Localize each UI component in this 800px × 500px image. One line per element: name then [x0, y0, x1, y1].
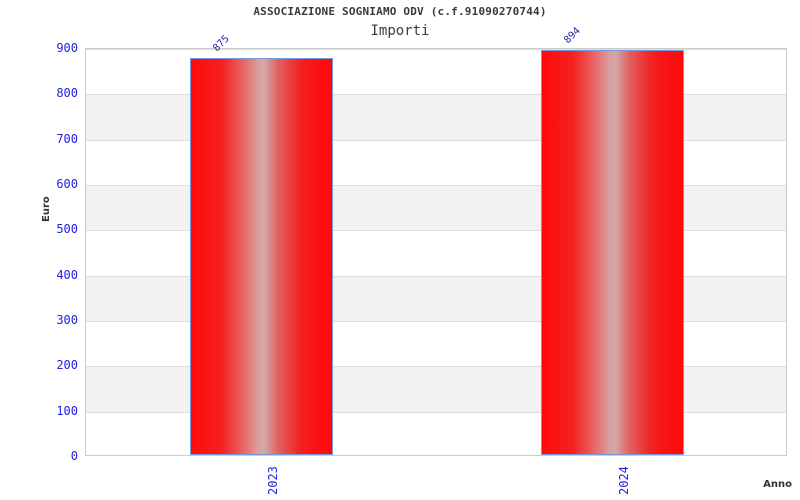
- y-tick-label-400: 400: [56, 267, 78, 282]
- gridline: [86, 275, 786, 277]
- y-tick-label-700: 700: [56, 131, 78, 146]
- gridline: [86, 139, 786, 141]
- y-tick-label-0: 0: [70, 449, 78, 463]
- gridline: [86, 185, 786, 186]
- y-tick-label-100: 100: [56, 403, 78, 418]
- gridline: [86, 94, 786, 96]
- bar-2023[interactable]: [190, 58, 333, 455]
- y-tick-label-300: 300: [56, 313, 78, 327]
- x-tick-label-2024: 2024: [616, 466, 631, 495]
- x-axis-title: Anno: [763, 479, 792, 490]
- chart-subtitle: Importi: [370, 23, 430, 39]
- y-tick-label-900: 900: [56, 41, 78, 55]
- x-tick-label-2023: 2023: [265, 466, 280, 495]
- gridline: [86, 230, 786, 232]
- bar-2024[interactable]: [541, 49, 684, 455]
- plot-area: [85, 48, 787, 456]
- gridline: [86, 411, 786, 413]
- y-tick-label-500: 500: [56, 222, 78, 237]
- y-tick-label-600: 600: [56, 177, 78, 191]
- gridline: [86, 321, 786, 322]
- y-axis-title: Euro: [41, 196, 52, 222]
- gridline: [86, 366, 786, 368]
- y-tick-label-200: 200: [56, 358, 78, 373]
- y-axis-tick-labels: 0 100 200 300 400 500 600 700 800 900: [0, 0, 78, 500]
- chart-title: ASSOCIAZIONE SOGNIAMO ODV (c.f.910902707…: [253, 5, 547, 18]
- gridline: [86, 49, 786, 50]
- y-tick-label-800: 800: [56, 86, 78, 101]
